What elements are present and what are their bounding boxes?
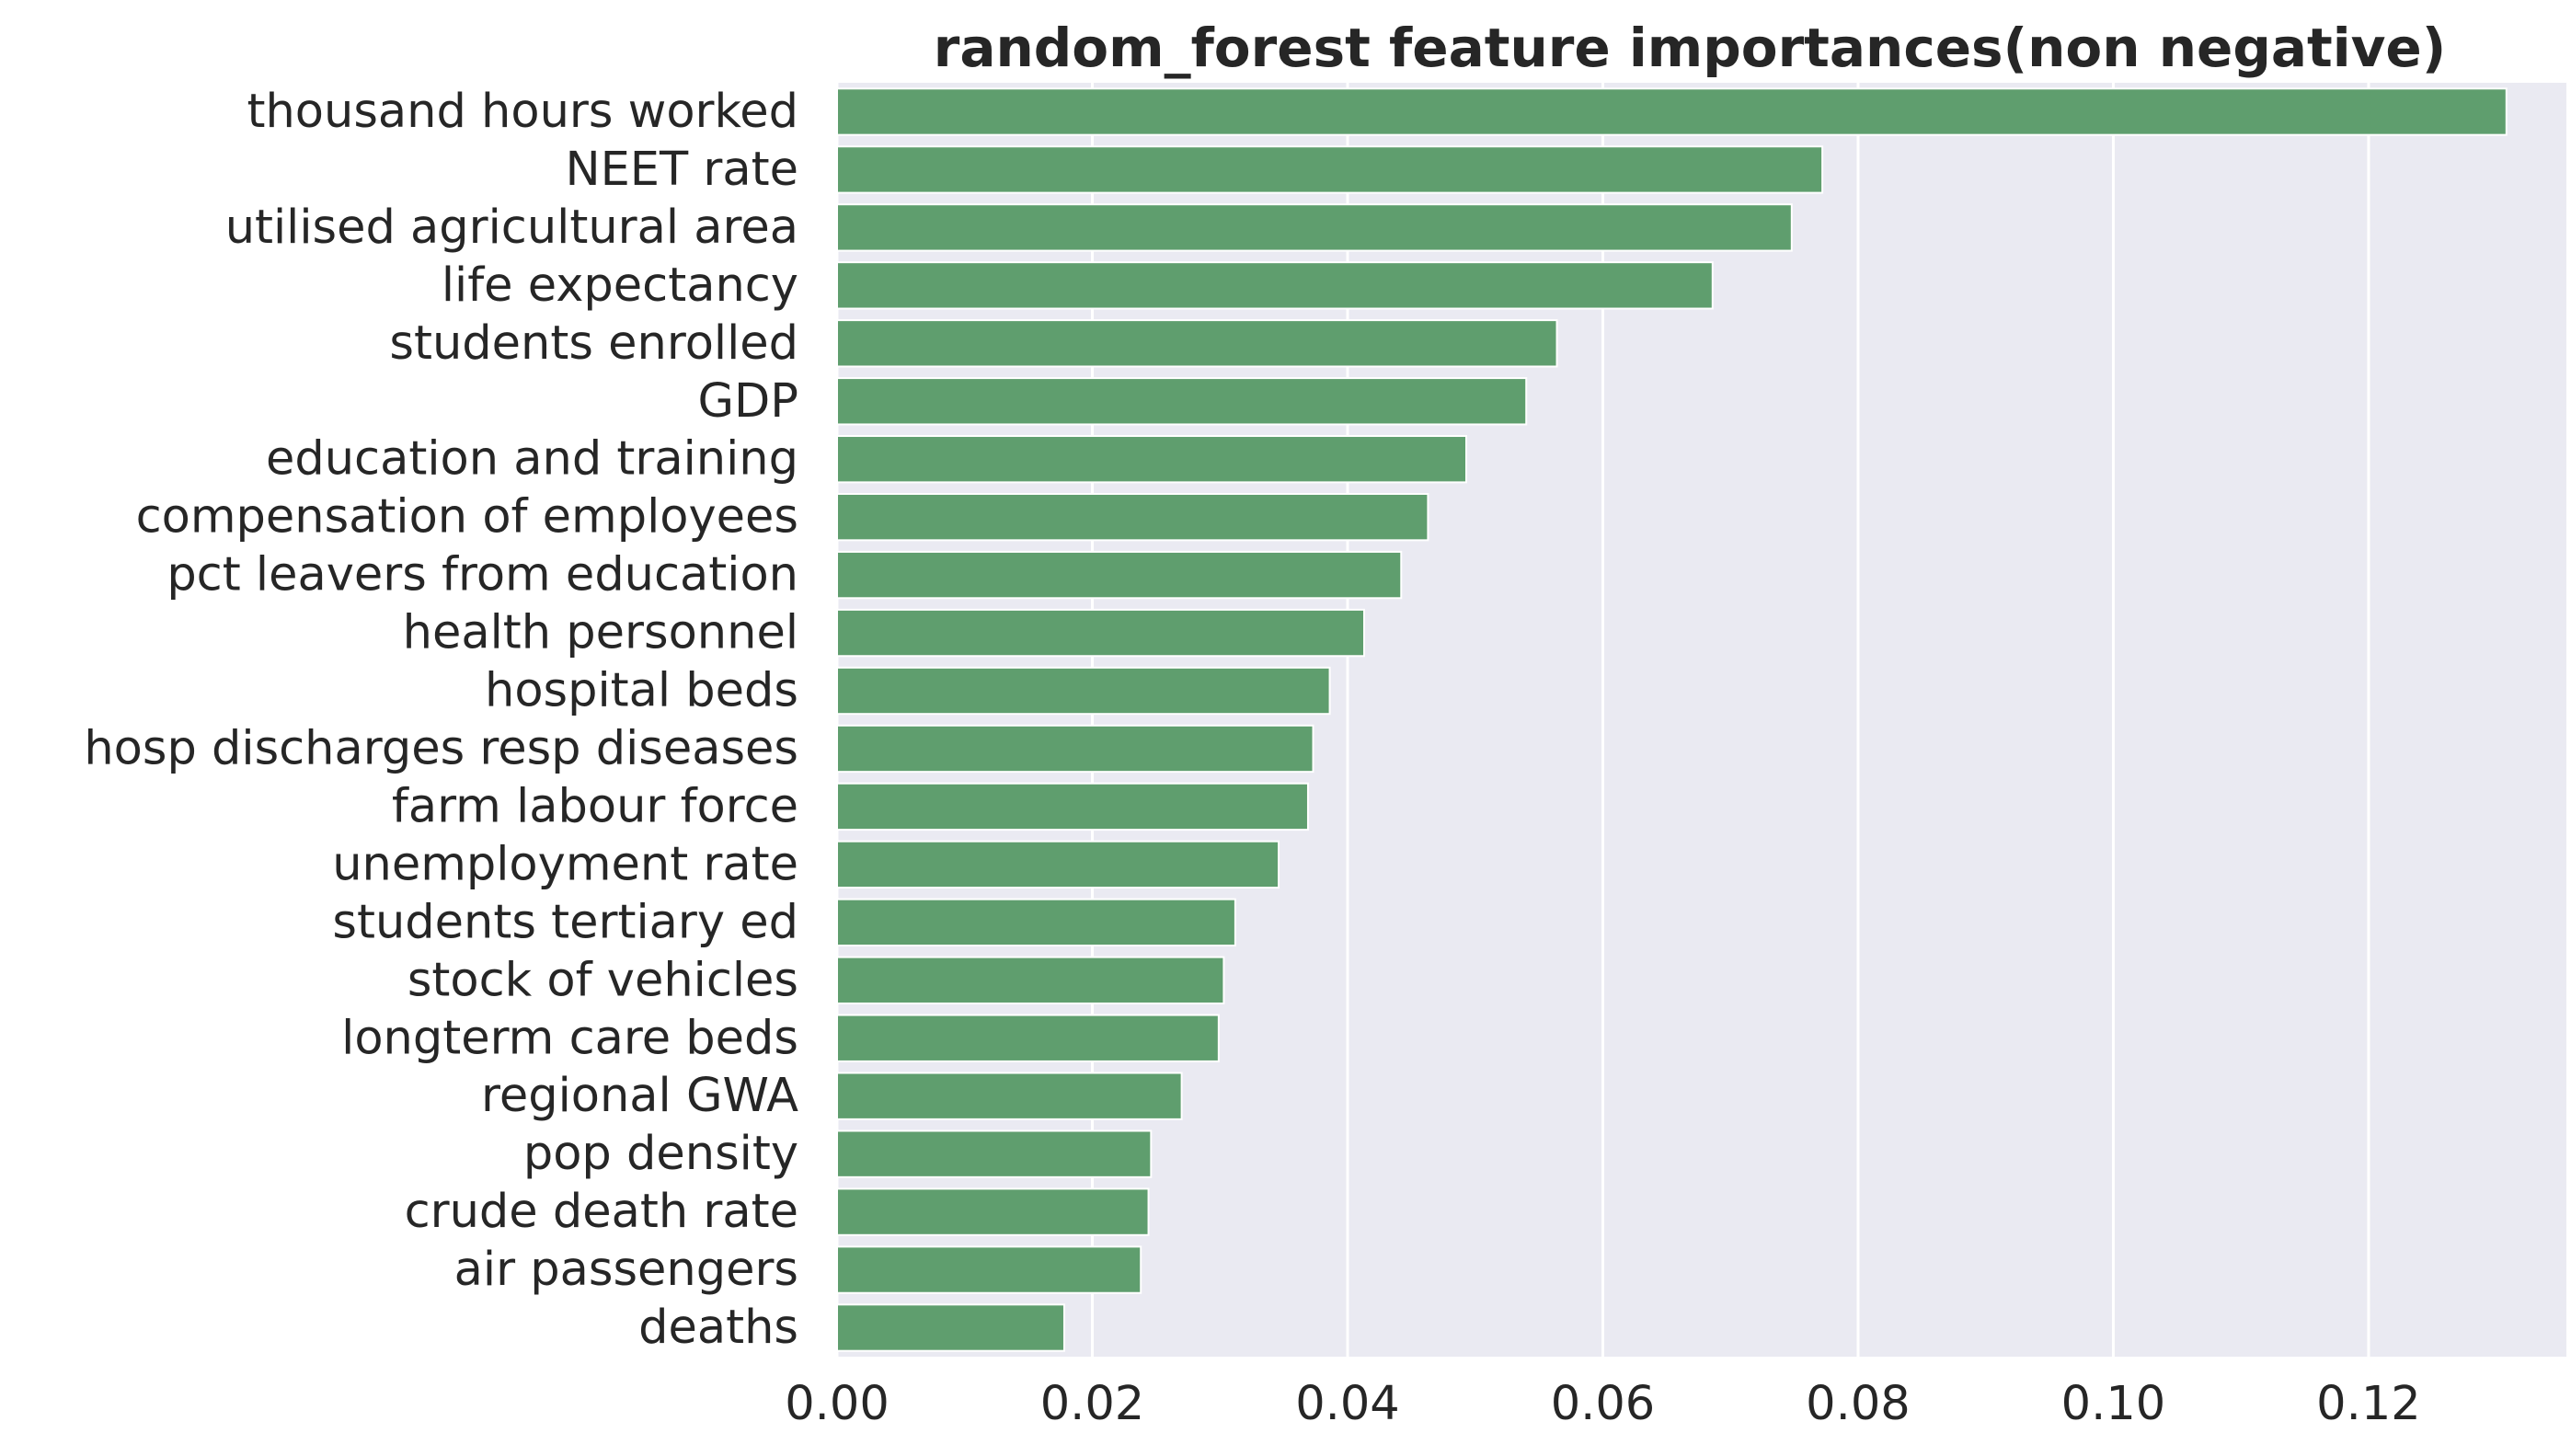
bar bbox=[836, 1129, 1153, 1178]
y-tick-label: unemployment rate bbox=[332, 837, 798, 891]
bar bbox=[836, 1014, 1220, 1062]
y-tick-label: pct leavers from education bbox=[166, 548, 798, 602]
bar bbox=[836, 377, 1528, 426]
y-tick-label: regional GWA bbox=[481, 1069, 798, 1123]
bar bbox=[836, 145, 1824, 194]
x-tick-label: 0.08 bbox=[1806, 1377, 1911, 1431]
bar bbox=[836, 435, 1468, 484]
y-tick-label: pop density bbox=[523, 1127, 798, 1181]
y-tick-label: farm labour force bbox=[392, 779, 798, 833]
y-tick-label: longterm care beds bbox=[341, 1011, 798, 1065]
bar bbox=[836, 724, 1314, 774]
bar bbox=[836, 1187, 1150, 1236]
y-tick-label: deaths bbox=[638, 1301, 798, 1355]
bar bbox=[836, 840, 1280, 889]
bar bbox=[836, 319, 1558, 368]
y-tick-label: life expectancy bbox=[442, 258, 798, 313]
x-tick-label: 0.04 bbox=[1295, 1377, 1400, 1431]
bar bbox=[836, 782, 1309, 831]
bar bbox=[836, 550, 1403, 600]
y-tick-label: thousand hours worked bbox=[247, 85, 798, 139]
chart-title: random_forest feature importances(non ne… bbox=[934, 17, 2447, 79]
y-tick-label: education and training bbox=[266, 432, 798, 487]
y-tick-label: students tertiary ed bbox=[332, 895, 798, 949]
y-tick-label: hosp discharges resp diseases bbox=[84, 721, 798, 775]
y-tick-label: hospital beds bbox=[485, 664, 798, 718]
bar bbox=[836, 608, 1366, 658]
bar bbox=[836, 1303, 1065, 1352]
bar bbox=[836, 898, 1236, 947]
bar bbox=[836, 1072, 1183, 1120]
y-tick-label: health personnel bbox=[403, 606, 798, 660]
y-tick-label: utilised agricultural area bbox=[225, 201, 798, 255]
bar bbox=[836, 666, 1331, 716]
bar bbox=[836, 492, 1429, 542]
x-tick-label: 0.00 bbox=[785, 1377, 890, 1431]
x-tick-label: 0.12 bbox=[2316, 1377, 2421, 1431]
y-tick-label: students enrolled bbox=[389, 316, 798, 371]
y-tick-label: air passengers bbox=[454, 1243, 798, 1297]
y-tick-label: GDP bbox=[697, 374, 798, 429]
y-tick-label: stock of vehicles bbox=[407, 953, 798, 1007]
bar bbox=[836, 956, 1225, 1004]
y-tick-label: crude death rate bbox=[405, 1185, 798, 1239]
bar bbox=[836, 203, 1793, 252]
x-axis-tick-labels: 0.00 0.02 0.04 0.06 0.08 0.10 0.12 bbox=[785, 1377, 2421, 1431]
bar bbox=[836, 261, 1714, 310]
y-tick-label: NEET rate bbox=[565, 143, 798, 197]
y-tick-label: compensation of employees bbox=[136, 490, 798, 545]
x-tick-label: 0.06 bbox=[1551, 1377, 1656, 1431]
bar bbox=[836, 1245, 1142, 1294]
bar bbox=[836, 87, 2508, 136]
x-tick-label: 0.02 bbox=[1040, 1377, 1145, 1431]
x-tick-label: 0.10 bbox=[2061, 1377, 2166, 1431]
bars bbox=[836, 87, 2508, 1352]
